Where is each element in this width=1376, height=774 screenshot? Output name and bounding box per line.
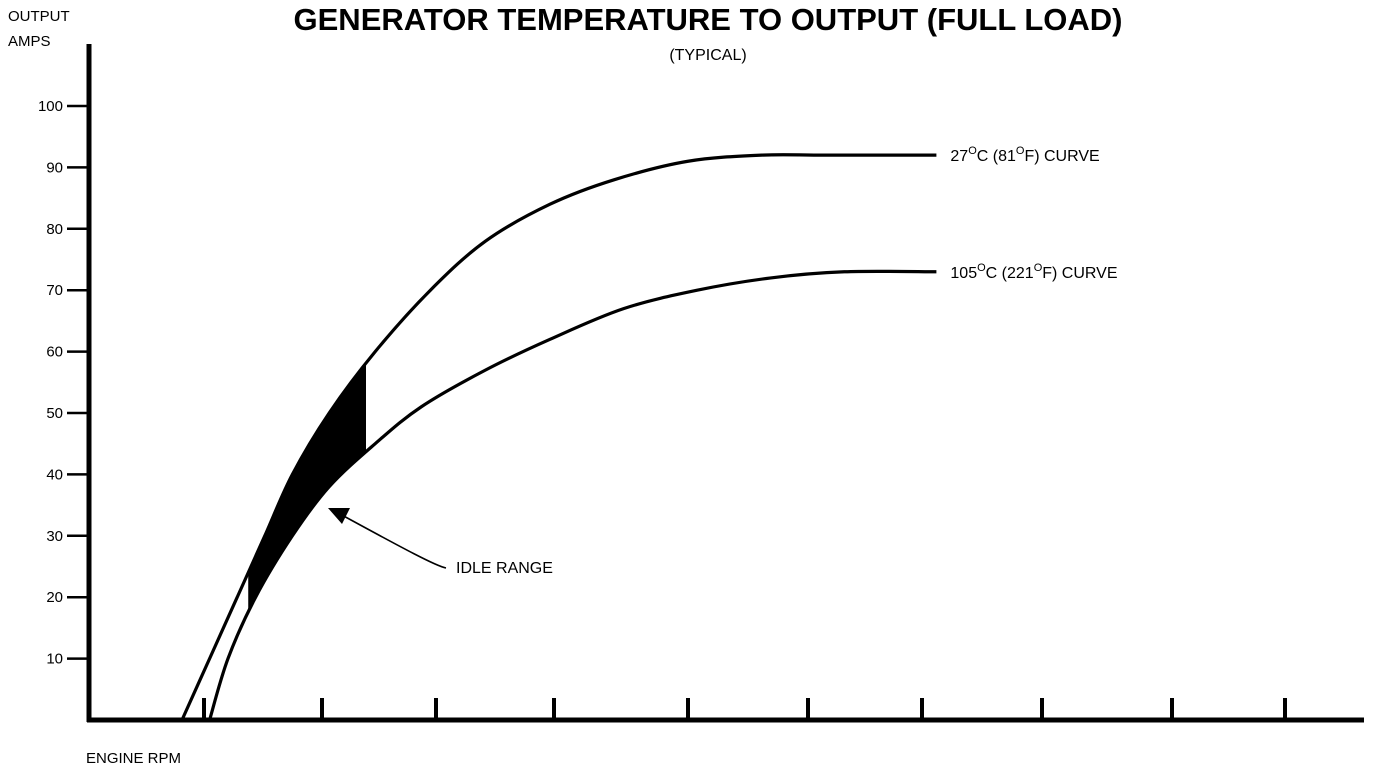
series-line-1: [180, 153, 937, 721]
series-line-2: [208, 269, 937, 721]
idle-range-leader: [339, 513, 447, 569]
idle-range-area: [248, 363, 366, 614]
y-tick-label: 20: [46, 589, 63, 606]
y-tick-label: 60: [46, 344, 63, 361]
y-axis-label-line2: AMPS: [8, 33, 51, 50]
chart-title: GENERATOR TEMPERATURE TO OUTPUT (FULL LO…: [293, 2, 1123, 37]
x-axis-label: ENGINE RPM: [86, 750, 182, 767]
series-label-2: 105OC (221OF) CURVE: [950, 262, 1117, 282]
chart-subtitle: (TYPICAL): [669, 47, 747, 64]
y-tick-label: 100: [38, 98, 63, 115]
series-label-1: 27OC (81OF) CURVE: [950, 145, 1099, 165]
y-tick-label: 40: [46, 466, 63, 483]
y-tick-label: 50: [46, 405, 63, 422]
idle-range-label: IDLE RANGE: [456, 560, 553, 577]
idle-range-arrowhead: [328, 508, 350, 524]
y-tick-label: 90: [46, 159, 63, 176]
y-tick-label: 10: [46, 651, 63, 668]
y-tick-label: 30: [46, 528, 63, 545]
y-axis-label: OUTPUT AMPS: [8, 4, 70, 54]
y-tick-label: 80: [46, 221, 63, 238]
y-tick-label: 70: [46, 282, 63, 299]
y-axis-label-line1: OUTPUT: [8, 8, 70, 25]
